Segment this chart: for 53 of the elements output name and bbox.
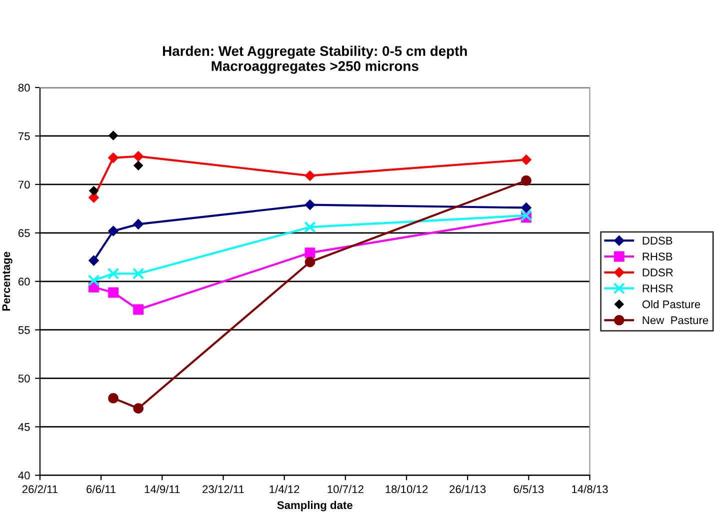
x-tick-label: 23/12/11	[202, 484, 244, 494]
x-tick-label: 14/9/11	[144, 484, 180, 494]
point	[108, 152, 119, 164]
point	[88, 255, 99, 266]
x-tick-label: 10/7/12	[328, 484, 364, 494]
y-tick-label: 40	[18, 472, 30, 480]
point	[108, 392, 118, 404]
point	[520, 210, 532, 222]
x-tick-label: 14/8/13	[572, 484, 608, 494]
point	[520, 154, 532, 165]
y-tick-label: 55	[18, 326, 30, 334]
y-axis-title: Percentage	[2, 252, 12, 311]
x-axis-title: Sampling date	[277, 500, 352, 512]
point	[133, 218, 144, 230]
y-tick-label: 80	[18, 84, 30, 92]
point	[132, 268, 144, 280]
x-tick-label: 26/1/13	[450, 484, 486, 494]
point	[304, 256, 316, 268]
point	[133, 304, 144, 315]
legend-label: Old Pasture	[642, 300, 700, 308]
y-tick-label: 45	[18, 423, 30, 431]
legend-label: New Pasture	[642, 316, 708, 324]
legend-label: RHSR	[642, 284, 673, 292]
point	[133, 403, 144, 414]
point	[88, 192, 99, 203]
x-tick-label: 6/6/11	[86, 484, 116, 494]
legend-label: RHSB	[642, 252, 672, 260]
point	[134, 160, 143, 170]
point	[88, 274, 100, 286]
y-tick-label: 60	[18, 278, 30, 286]
point	[521, 175, 532, 186]
point	[107, 268, 120, 280]
x-tick-label: 6/5/13	[514, 484, 544, 494]
legend-label: DDSR	[642, 268, 673, 276]
legend-label: DDSB	[642, 236, 672, 245]
chart-title: Harden: Wet Aggregate Stability: 0-5 cm depth Macroaggregates >250 microns	[163, 46, 467, 74]
point	[133, 151, 144, 162]
y-tick-label: 50	[18, 374, 30, 382]
x-tick-label: 18/10/12	[386, 484, 428, 494]
point	[304, 221, 316, 234]
y-tick-label: 65	[18, 229, 30, 238]
x-tick-label: 1/4/12	[270, 484, 300, 494]
point	[89, 186, 98, 196]
point	[304, 170, 316, 181]
point	[108, 287, 118, 298]
x-tick-label: 26/2/11	[22, 484, 58, 494]
y-tick-label: 75	[18, 132, 30, 140]
point	[108, 130, 118, 140]
point	[304, 200, 316, 210]
point	[304, 248, 316, 258]
y-tick-label: 70	[18, 180, 30, 189]
point	[520, 202, 532, 213]
point	[108, 226, 119, 236]
